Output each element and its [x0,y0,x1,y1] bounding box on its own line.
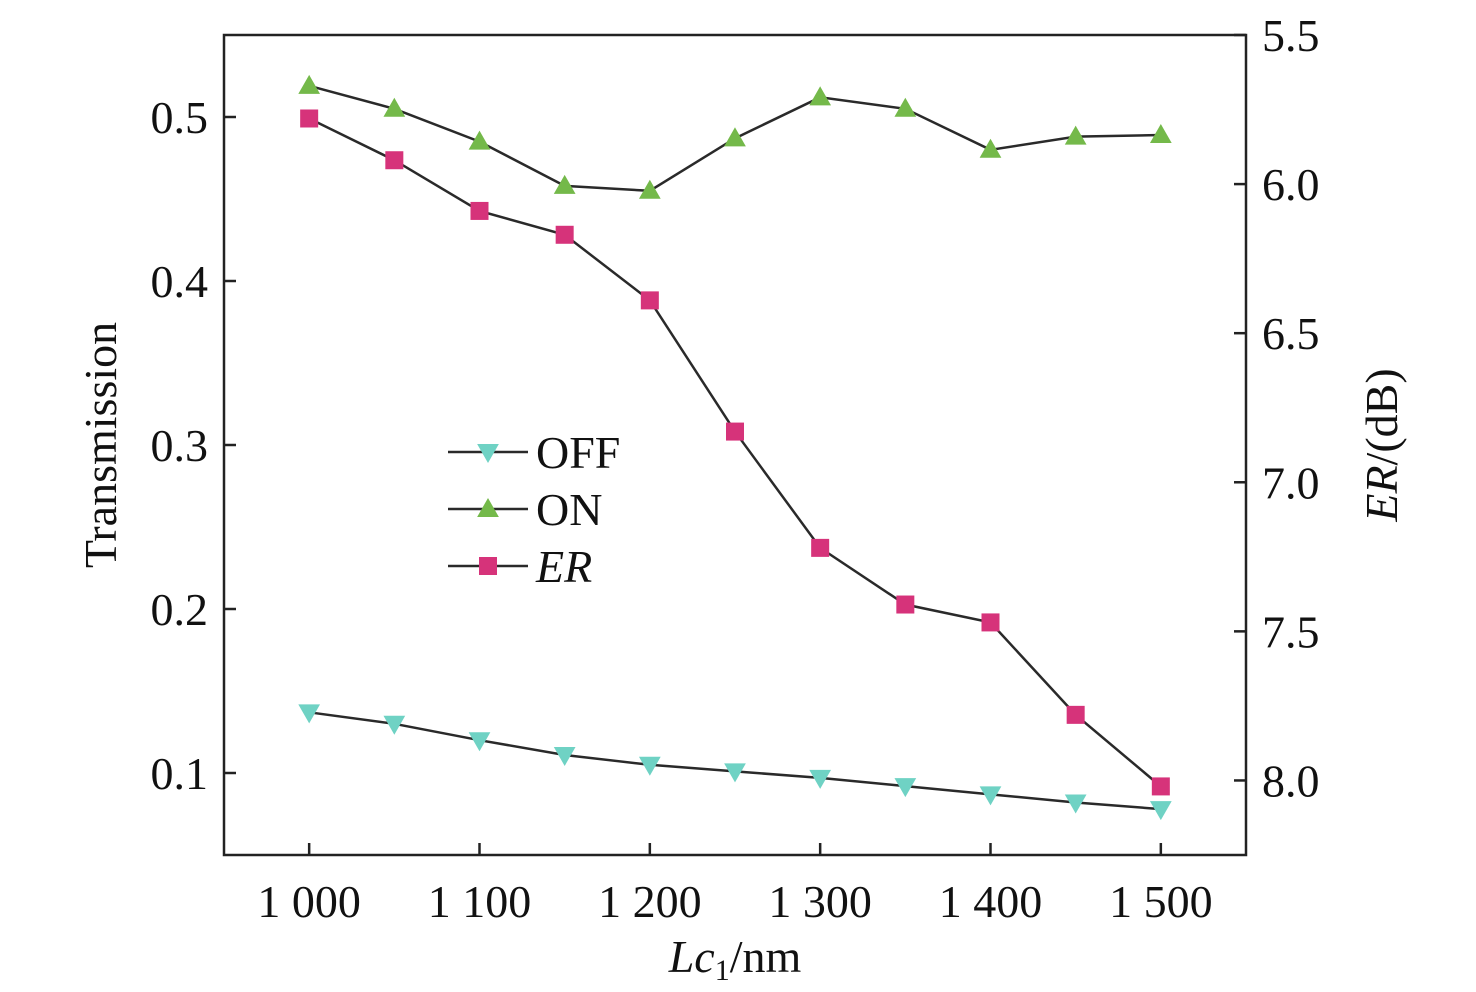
series-off-point [468,732,491,752]
series-off-point [298,704,321,724]
series-on-point [468,130,491,150]
legend: OFF ON ER [448,427,620,592]
series-on-point [1064,125,1087,145]
legend-item-er: ER [448,541,592,592]
y-left-tick-label: 0.3 [151,420,209,471]
legend-label: ER [535,541,592,592]
series-off-point [1149,801,1172,821]
y-left-tick-label: 0.5 [151,92,209,143]
series-er-point [470,201,489,220]
y-left-tick-label: 0.1 [151,748,209,799]
y-right-tick-label: 5.5 [1262,10,1320,61]
legend-swatch-marker [479,557,497,575]
y-left-tick-label: 0.2 [151,584,209,635]
series-off [298,704,1172,821]
legend-label: ON [536,484,602,535]
series-er-line [308,117,1162,788]
series-er-point [300,109,319,128]
series-off-point [979,786,1002,806]
y-left-axis-title: Transmission [75,322,126,568]
series-off-point [809,769,832,789]
x-tick-label: 1 300 [768,876,872,927]
legend-swatch-marker [477,497,499,517]
legend-label: OFF [536,427,620,478]
series-on-point [894,97,917,117]
series-on-point [1149,124,1172,144]
x-tick-label: 1 400 [939,876,1043,927]
series-er-point [726,422,744,441]
series-on-point [553,174,576,194]
y-right-axis-ticks: 5.5 6.0 6.5 7.0 7.5 8.0 [1234,10,1320,806]
x-tick-label: 1 000 [257,876,361,927]
y-right-tick-label: 7.5 [1262,606,1320,657]
series-er-point [1151,777,1170,796]
series-er-point [896,595,915,614]
series-on-point [809,86,832,106]
legend-swatch-marker [477,444,499,464]
y-left-axis-ticks: 0.1 0.2 0.3 0.4 0.5 [151,92,236,799]
y-right-tick-label: 6.0 [1262,159,1320,210]
series-er-point [1066,705,1085,724]
series-off-point [383,715,406,735]
legend-item-off: OFF [448,427,620,478]
series-on-point [383,97,406,117]
series-er-point [555,225,574,244]
series-off-point [894,778,917,798]
series-on-point [979,138,1002,158]
y-right-axis-title: ER/(dB) [1356,368,1407,522]
series-on [298,74,1172,199]
legend-item-on: ON [448,484,602,535]
plot-frame [222,33,1248,857]
y-left-tick-label: 0.4 [151,256,209,307]
series-layer [298,74,1172,821]
series-off-point [638,756,661,776]
y-right-tick-label: 7.0 [1262,457,1320,508]
series-er-point [811,538,830,557]
x-tick-label: 1 200 [598,876,702,927]
x-axis-title: Lc1/nm [668,931,802,987]
x-axis-ticks: 1 000 1 100 1 200 1 300 1 400 1 500 [257,843,1213,927]
x-tick-label: 1 500 [1109,876,1213,927]
series-off-point [724,763,746,783]
series-er-point [385,151,404,170]
x-tick-label: 1 100 [428,876,532,927]
y-right-tick-label: 8.0 [1262,755,1320,806]
series-on-point [298,74,321,94]
series-off-line [308,711,1161,811]
series-on-point [724,127,746,147]
series-off-point [553,746,576,766]
y-right-tick-label: 6.5 [1262,308,1320,359]
series-off-point [1064,794,1087,814]
series-on-point [638,179,661,199]
series-er [300,109,1170,796]
series-er-point [981,613,1000,632]
series-er-point [640,291,659,310]
